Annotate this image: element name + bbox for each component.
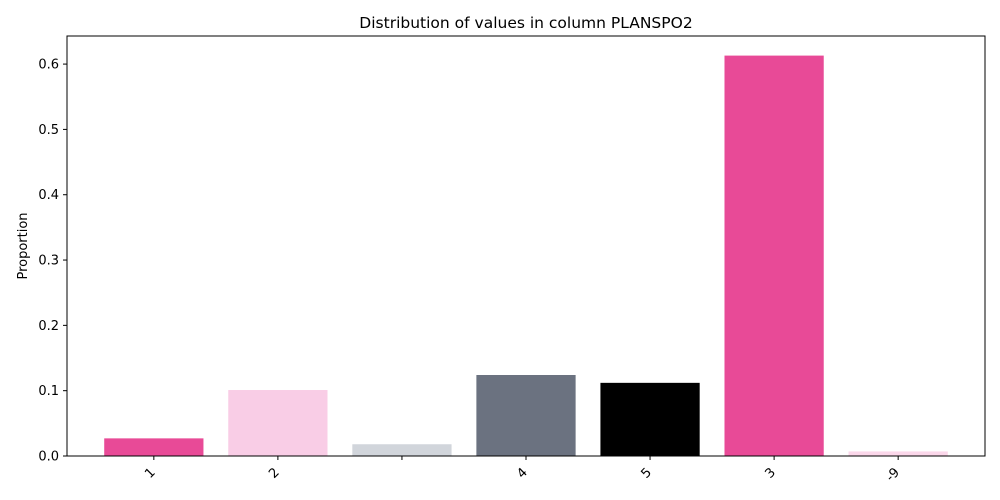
bar-3 (476, 375, 576, 456)
y-axis-ticks: 0.0 0.1 0.2 0.3 0.4 0.5 0.6 (38, 58, 67, 465)
bar-1 (228, 390, 328, 456)
bar-4 (600, 382, 700, 456)
y-axis-label: Proportion (16, 212, 31, 279)
bar-0 (104, 438, 204, 456)
bars-group (104, 55, 948, 457)
x-tick-label-4: 5 (638, 465, 654, 481)
y-tick-label-6: 0.6 (38, 58, 59, 73)
bar-2 (352, 444, 452, 456)
y-tick-label-4: 0.4 (38, 188, 59, 203)
y-tick-label-2: 0.2 (38, 319, 59, 334)
x-tick-label-6: -9 (883, 465, 903, 485)
bar-6 (848, 451, 948, 456)
plot-area-frame (66, 35, 986, 457)
chart-title: Distribution of values in column PLANSPO… (359, 14, 692, 32)
x-tick-label-3: 4 (514, 465, 530, 481)
x-tick-label-0: 1 (142, 465, 158, 481)
y-tick-label-5: 0.5 (38, 123, 59, 138)
bar-5 (724, 55, 824, 457)
y-tick-label-1: 0.1 (38, 384, 59, 399)
x-tick-label-5: 3 (762, 465, 778, 481)
x-tick-label-1: 2 (266, 465, 282, 481)
y-tick-label-0: 0.0 (38, 450, 59, 465)
y-tick-label-3: 0.3 (38, 254, 59, 269)
x-axis-ticks: 1 2 4 5 3 -9 (142, 456, 903, 485)
